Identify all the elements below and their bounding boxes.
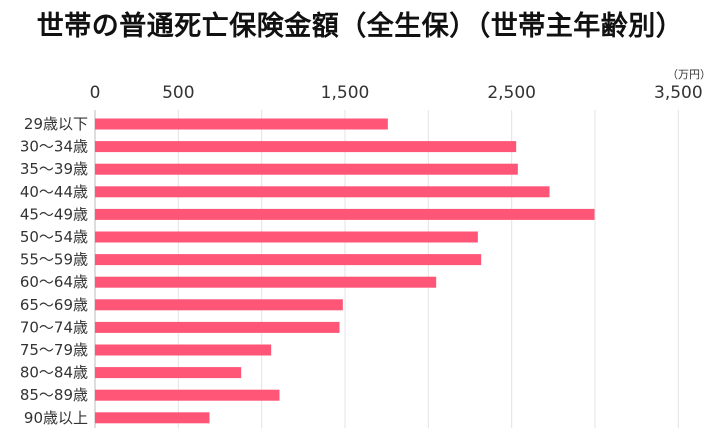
bar (95, 299, 343, 311)
category-label: 70～74歳 (20, 318, 88, 336)
bars (95, 118, 595, 424)
bar (95, 231, 478, 243)
category-label: 75～79歳 (20, 341, 88, 359)
bar (95, 118, 388, 130)
bar (95, 186, 550, 198)
category-label: 30～34歳 (20, 138, 88, 156)
x-tick-label: 3,500 (654, 83, 703, 103)
chart-title: 世帯の普通死亡保険金額（全生保）（世帯主年齢別） (36, 11, 684, 42)
x-tick-label: 1,500 (321, 83, 370, 103)
category-label: 35～39歳 (20, 160, 88, 178)
category-label: 60～64歳 (20, 273, 88, 291)
grid-lines (94, 110, 679, 428)
x-tick-label: 500 (162, 83, 194, 103)
category-label: 90歳以上 (24, 409, 88, 427)
category-label: 50～54歳 (20, 228, 88, 246)
category-label: 45～49歳 (20, 205, 88, 223)
bar (95, 254, 482, 266)
bar (95, 141, 517, 153)
x-axis-ticks: 0 500 1,500 2,500 3,500 (90, 83, 703, 103)
bar (95, 367, 242, 379)
category-labels: 29歳以下 30～34歳 35～39歳 40～44歳 45～49歳 50～54歳 55～59… (20, 115, 88, 427)
category-label: 65～69歳 (20, 296, 88, 314)
bar (95, 344, 272, 356)
bar (95, 163, 518, 175)
x-tick-label: 0 (90, 83, 101, 103)
x-tick-label: 2,500 (487, 83, 536, 103)
category-label: 85～89歳 (20, 386, 88, 404)
category-label: 55～59歳 (20, 251, 88, 269)
bar (95, 412, 210, 424)
category-label: 40～44歳 (20, 183, 88, 201)
category-label: 80～84歳 (20, 364, 88, 382)
bar (95, 276, 437, 288)
unit-label: （万円） (667, 68, 711, 81)
bar (95, 321, 340, 333)
bar (95, 389, 280, 401)
bar (95, 208, 595, 220)
category-label: 29歳以下 (24, 115, 88, 133)
